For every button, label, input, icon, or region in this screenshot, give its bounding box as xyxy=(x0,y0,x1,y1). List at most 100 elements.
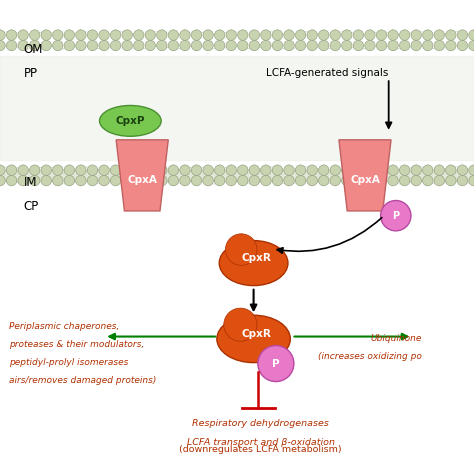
Circle shape xyxy=(457,175,468,186)
Circle shape xyxy=(376,175,387,186)
Circle shape xyxy=(307,30,318,40)
Circle shape xyxy=(434,175,445,186)
Text: peptidyl-prolyl isomerases: peptidyl-prolyl isomerases xyxy=(9,358,129,367)
Circle shape xyxy=(191,30,202,40)
Circle shape xyxy=(342,40,352,51)
Circle shape xyxy=(319,165,329,175)
Text: P: P xyxy=(392,210,400,221)
Circle shape xyxy=(64,175,74,186)
Circle shape xyxy=(87,40,98,51)
Circle shape xyxy=(307,165,318,175)
Circle shape xyxy=(400,40,410,51)
Circle shape xyxy=(18,165,28,175)
Circle shape xyxy=(53,30,63,40)
Circle shape xyxy=(214,40,225,51)
Circle shape xyxy=(422,40,433,51)
Circle shape xyxy=(180,175,190,186)
Circle shape xyxy=(388,175,398,186)
Circle shape xyxy=(284,175,294,186)
Circle shape xyxy=(365,175,375,186)
Circle shape xyxy=(6,30,17,40)
Circle shape xyxy=(41,30,52,40)
Circle shape xyxy=(258,346,294,382)
Circle shape xyxy=(87,175,98,186)
Circle shape xyxy=(457,30,468,40)
Circle shape xyxy=(168,30,179,40)
Circle shape xyxy=(342,165,352,175)
Circle shape xyxy=(272,175,283,186)
Circle shape xyxy=(191,40,202,51)
Circle shape xyxy=(145,165,155,175)
Circle shape xyxy=(411,40,421,51)
Circle shape xyxy=(156,175,167,186)
Circle shape xyxy=(434,165,445,175)
Circle shape xyxy=(99,40,109,51)
Bar xyxy=(0,170,474,181)
Circle shape xyxy=(180,165,190,175)
Circle shape xyxy=(365,30,375,40)
Circle shape xyxy=(0,175,5,186)
Circle shape xyxy=(0,30,5,40)
Circle shape xyxy=(457,165,468,175)
Circle shape xyxy=(122,30,132,40)
Circle shape xyxy=(64,30,74,40)
Circle shape xyxy=(284,30,294,40)
Circle shape xyxy=(99,165,109,175)
Circle shape xyxy=(226,30,237,40)
Circle shape xyxy=(110,40,121,51)
Circle shape xyxy=(99,30,109,40)
Text: CpxR: CpxR xyxy=(241,329,271,339)
Circle shape xyxy=(376,165,387,175)
Circle shape xyxy=(41,165,52,175)
Circle shape xyxy=(376,30,387,40)
Circle shape xyxy=(145,175,155,186)
Circle shape xyxy=(307,40,318,51)
Circle shape xyxy=(110,30,121,40)
Circle shape xyxy=(330,175,340,186)
Circle shape xyxy=(237,165,248,175)
Circle shape xyxy=(249,40,260,51)
Circle shape xyxy=(76,175,86,186)
Circle shape xyxy=(145,40,155,51)
Text: LCFA transport and β-oxidation: LCFA transport and β-oxidation xyxy=(187,438,335,447)
Text: airs/removes damaged proteins): airs/removes damaged proteins) xyxy=(9,376,157,385)
Text: CpxR: CpxR xyxy=(241,253,271,264)
Circle shape xyxy=(168,165,179,175)
Text: P: P xyxy=(272,358,280,369)
Circle shape xyxy=(99,175,109,186)
Circle shape xyxy=(319,40,329,51)
Circle shape xyxy=(353,165,364,175)
Circle shape xyxy=(224,308,257,341)
Circle shape xyxy=(261,30,271,40)
Circle shape xyxy=(76,165,86,175)
Text: (downregulates LCFA metabolism): (downregulates LCFA metabolism) xyxy=(179,445,342,454)
Circle shape xyxy=(469,175,474,186)
Circle shape xyxy=(422,175,433,186)
Circle shape xyxy=(411,175,421,186)
Circle shape xyxy=(434,30,445,40)
Circle shape xyxy=(434,40,445,51)
Circle shape xyxy=(261,175,271,186)
Circle shape xyxy=(295,165,306,175)
Circle shape xyxy=(76,30,86,40)
Circle shape xyxy=(411,30,421,40)
Circle shape xyxy=(29,165,40,175)
Text: CpxP: CpxP xyxy=(116,116,145,126)
Circle shape xyxy=(422,165,433,175)
Circle shape xyxy=(249,175,260,186)
Circle shape xyxy=(381,201,411,231)
Circle shape xyxy=(365,165,375,175)
Text: LCFA-generated signals: LCFA-generated signals xyxy=(266,68,389,79)
Circle shape xyxy=(249,30,260,40)
Circle shape xyxy=(284,40,294,51)
Circle shape xyxy=(18,30,28,40)
Circle shape xyxy=(18,40,28,51)
Circle shape xyxy=(122,40,132,51)
Circle shape xyxy=(87,165,98,175)
Circle shape xyxy=(353,30,364,40)
Circle shape xyxy=(29,40,40,51)
Circle shape xyxy=(145,30,155,40)
Circle shape xyxy=(272,30,283,40)
Circle shape xyxy=(41,40,52,51)
Text: CP: CP xyxy=(24,200,39,213)
